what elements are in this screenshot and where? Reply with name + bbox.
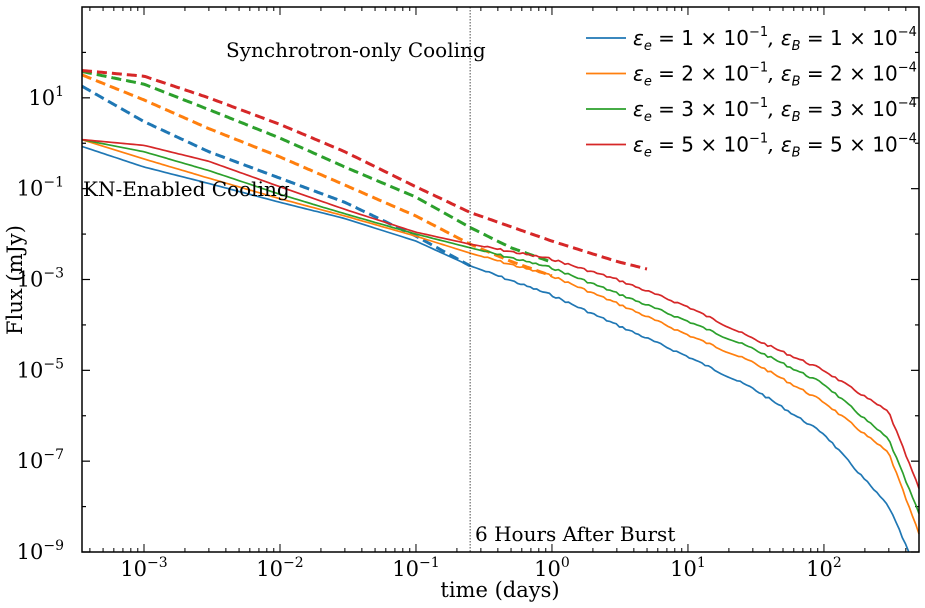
legend-label: εe = 2 × 10−1, εB = 2 × 10−4 bbox=[633, 61, 917, 90]
annotation-kn-enabled: KN-Enabled Cooling bbox=[83, 177, 290, 201]
legend-label: εe = 5 × 10−1, εB = 5 × 10−4 bbox=[633, 132, 917, 161]
x-tick-label: 10−1 bbox=[392, 555, 439, 581]
x-tick-label: 10−2 bbox=[256, 555, 303, 581]
synchrotron-only-line-4 bbox=[81, 69, 648, 271]
legend-label: εe = 1 × 10−1, εB = 1 × 10−4 bbox=[633, 25, 917, 54]
kn-enabled-line-3 bbox=[81, 138, 920, 514]
plot-frame bbox=[81, 6, 920, 553]
y-tick-label: 10−1 bbox=[17, 175, 64, 201]
x-tick-label: 101 bbox=[670, 555, 706, 581]
kn-enabled-line-4 bbox=[81, 138, 920, 489]
legend-label: εe = 3 × 10−1, εB = 3 × 10−4 bbox=[633, 96, 917, 125]
x-tick-label: 102 bbox=[806, 555, 842, 581]
kn-enabled-line-1 bbox=[81, 145, 910, 553]
y-tick-label: 10−7 bbox=[17, 447, 64, 473]
y-tick-label: 101 bbox=[28, 84, 64, 110]
legend: εe = 1 × 10−1, εB = 1 × 10−4 εe = 2 × 10−… bbox=[586, 25, 917, 161]
series-lines bbox=[81, 69, 920, 553]
y-tick-label: 10−5 bbox=[17, 356, 64, 382]
x-axis-label: time (days) bbox=[440, 578, 559, 602]
synchrotron-only-line-1 bbox=[81, 84, 471, 268]
y-tick-label: 10−9 bbox=[17, 538, 64, 564]
y-axis-label: Flux (mJy) bbox=[3, 225, 27, 335]
synchrotron-only-line-3 bbox=[81, 70, 553, 264]
kn-enabled-line-2 bbox=[81, 138, 920, 535]
plot-area bbox=[82, 7, 919, 552]
annotation-synchrotron-only: Synchrotron-only Cooling bbox=[226, 38, 486, 62]
vline-label: 6 Hours After Burst bbox=[475, 522, 675, 546]
x-tick-label: 10−3 bbox=[120, 555, 167, 581]
tick-marks bbox=[82, 7, 920, 553]
